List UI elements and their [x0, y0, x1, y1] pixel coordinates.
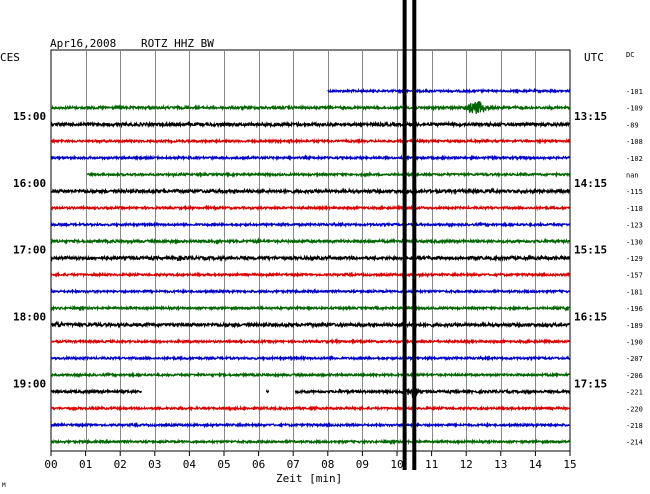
- x-axis-label: Zeit [min]: [276, 472, 342, 485]
- seismic-trace: [50, 237, 571, 245]
- seismic-trace: [50, 101, 571, 114]
- seismic-trace: [50, 271, 571, 279]
- x-tick-label: 03: [148, 458, 161, 471]
- dc-value: -206: [626, 372, 643, 380]
- dc-value: -123: [626, 222, 643, 230]
- x-tick-label: 04: [183, 458, 197, 471]
- x-tick-label: 07: [287, 458, 300, 471]
- left-time-label: 15:00: [13, 110, 46, 123]
- x-tick-label: 13: [494, 458, 507, 471]
- seismic-trace: [50, 320, 571, 329]
- x-tick-label: 10: [390, 458, 403, 471]
- left-time-label: 19:00: [13, 377, 46, 390]
- dc-value: -214: [626, 439, 643, 447]
- seismic-trace: [50, 404, 570, 412]
- dc-value: -115: [626, 188, 643, 196]
- seismic-trace: [327, 87, 571, 95]
- right-zone-label: UTC: [584, 51, 604, 64]
- dc-value: -218: [626, 422, 643, 430]
- dc-value: -108: [626, 138, 643, 146]
- left-time-label: 18:00: [13, 310, 46, 323]
- labels: Apr16,2008 ROTZ HHZ BW CES UTC DC Zeit […: [0, 37, 643, 489]
- seismic-trace: [50, 287, 571, 295]
- x-tick-label: 01: [79, 458, 92, 471]
- station-label: ROTZ HHZ BW: [141, 37, 214, 50]
- dc-value: -118: [626, 205, 643, 213]
- dc-value: -190: [626, 339, 643, 347]
- x-tick-label: 05: [217, 458, 230, 471]
- dc-value: -196: [626, 305, 643, 313]
- x-tick-label: 00: [44, 458, 57, 471]
- date-label: Apr16,2008: [50, 37, 116, 50]
- seismic-trace: [50, 371, 570, 379]
- seismic-trace: [50, 254, 571, 262]
- seismic-trace: [50, 120, 570, 129]
- x-tick-label: 09: [356, 458, 369, 471]
- right-time-label: 17:15: [574, 377, 607, 390]
- right-time-label: 16:15: [574, 310, 607, 323]
- left-time-label: 17:00: [13, 244, 46, 257]
- seismic-trace: [50, 137, 571, 145]
- dc-value: -89: [626, 121, 639, 129]
- seismic-trace: [50, 388, 143, 396]
- left-time-label: 16:00: [13, 177, 46, 190]
- dc-label: DC: [626, 51, 634, 59]
- corner-mark: M: [2, 482, 6, 489]
- dc-value: -181: [626, 288, 643, 296]
- right-time-label: 15:15: [574, 244, 607, 257]
- grid: [50, 49, 571, 452]
- dc-value: -207: [626, 355, 643, 363]
- seismic-trace: [265, 388, 270, 394]
- seismic-trace: [294, 387, 571, 401]
- traces: [50, 87, 571, 446]
- seismic-trace: [86, 171, 571, 178]
- seismic-trace: [50, 438, 571, 446]
- dc-value: -109: [626, 105, 643, 113]
- x-tick-label: 14: [529, 458, 543, 471]
- seismic-trace: [50, 354, 571, 362]
- seismic-trace: [50, 421, 570, 429]
- x-tick-label: 12: [460, 458, 473, 471]
- x-tick-label: 02: [114, 458, 127, 471]
- dc-value: -220: [626, 405, 643, 413]
- left-zone-label: CES: [0, 51, 20, 64]
- event-markers: [402, 0, 417, 470]
- x-tick-label: 15: [563, 458, 576, 471]
- event-marker-line: [412, 0, 417, 470]
- x-tick-label: 11: [425, 458, 438, 471]
- dc-value: -221: [626, 389, 643, 397]
- dc-value: -129: [626, 255, 643, 263]
- dc-value: -189: [626, 322, 643, 330]
- right-time-label: 13:15: [574, 110, 607, 123]
- event-marker-line: [402, 0, 407, 470]
- seismic-trace: [50, 221, 571, 229]
- seismic-trace: [50, 187, 570, 196]
- seismic-trace: [50, 154, 570, 162]
- dc-value: -130: [626, 238, 643, 246]
- dc-value: -101: [626, 88, 643, 96]
- x-tick-label: 06: [252, 458, 265, 471]
- plot-frame: [50, 49, 571, 452]
- dc-value: -102: [626, 155, 643, 163]
- seismic-trace: [50, 304, 570, 312]
- dc-value: -157: [626, 272, 643, 280]
- x-tick-label: 08: [321, 458, 334, 471]
- right-time-label: 14:15: [574, 177, 607, 190]
- seismic-trace: [50, 204, 570, 212]
- seismic-trace: [50, 337, 570, 346]
- dc-value: nan: [626, 172, 639, 180]
